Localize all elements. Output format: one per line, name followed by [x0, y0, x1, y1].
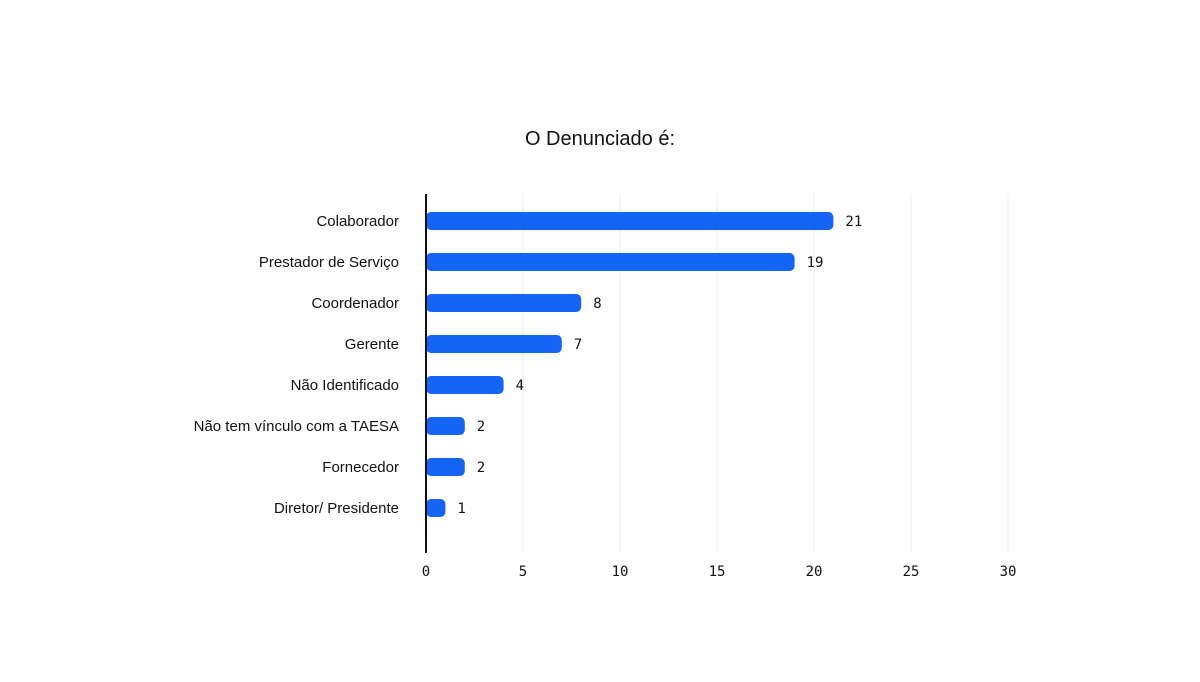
value-label: 2 [477, 419, 485, 435]
bar [426, 417, 465, 435]
x-axis-ticks: 0 5 10 15 20 25 30 [422, 564, 1017, 580]
x-tick-label: 30 [1000, 564, 1017, 580]
x-tick-label: 25 [903, 564, 920, 580]
value-label: 8 [593, 296, 601, 312]
x-tick-label: 5 [519, 564, 527, 580]
category-label: Não Identificado [291, 377, 399, 394]
x-tick-label: 15 [709, 564, 726, 580]
x-tick-label: 10 [612, 564, 629, 580]
category-label: Fornecedor [322, 459, 399, 476]
bar [426, 376, 504, 394]
bar [426, 253, 795, 271]
x-tick-label: 20 [806, 564, 823, 580]
bar [426, 499, 446, 517]
chart-title: O Denunciado é: [524, 128, 676, 150]
category-labels: Colaborador Prestador de Serviço Coordenad… [194, 213, 399, 517]
x-tick-label: 0 [422, 564, 430, 580]
value-label: 1 [457, 501, 465, 517]
value-label: 19 [807, 255, 824, 271]
category-label: Não tem vínculo com a TAESA [194, 418, 399, 435]
bar [426, 212, 834, 230]
bar [426, 294, 582, 312]
bar [426, 335, 562, 353]
value-label: 21 [845, 214, 862, 230]
category-label: Diretor/ Presidente [274, 500, 399, 517]
category-label: Colaborador [316, 213, 399, 230]
value-label: 7 [574, 337, 582, 353]
value-label: 2 [477, 460, 485, 476]
category-label: Coordenador [311, 295, 399, 312]
category-label: Gerente [345, 336, 399, 353]
bar [426, 458, 465, 476]
bars [426, 212, 834, 517]
category-label: Prestador de Serviço [259, 254, 399, 271]
value-label: 4 [516, 378, 524, 394]
grid-lines [522, 194, 1009, 553]
